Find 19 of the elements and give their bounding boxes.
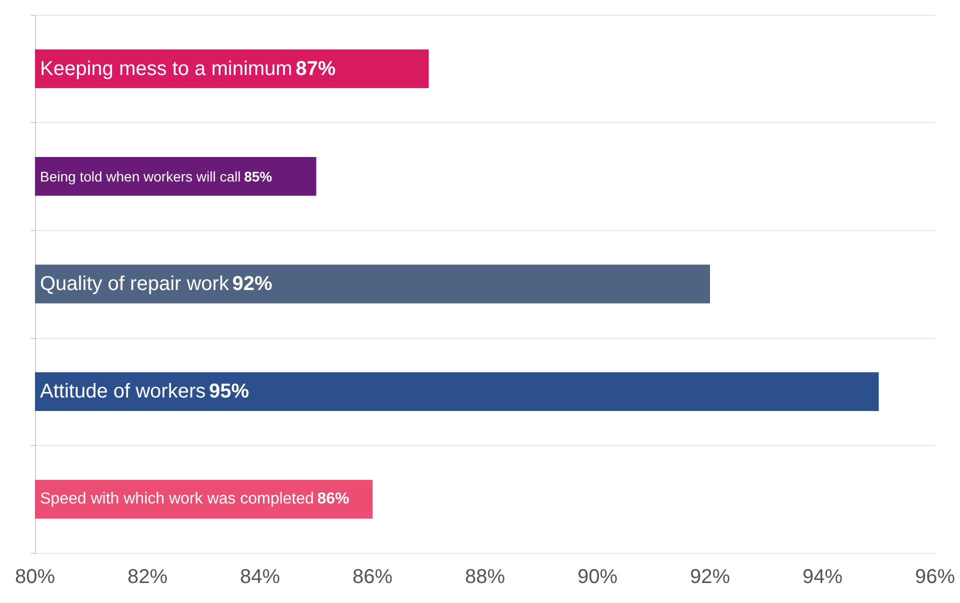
y-tick-label: Speed with which work was completed bbox=[40, 490, 314, 508]
data-label: 95% bbox=[208, 380, 250, 403]
x-tick-label: 86% bbox=[352, 566, 393, 588]
x-tick-label: 96% bbox=[914, 566, 956, 588]
y-tick-label: Attitude of workers bbox=[40, 380, 206, 403]
data-label: 92% bbox=[232, 273, 273, 295]
x-tick-label: 80% bbox=[14, 566, 56, 588]
data-label: 86% bbox=[317, 490, 350, 508]
data-label: 85% bbox=[244, 168, 273, 184]
x-tick-label: 90% bbox=[577, 566, 618, 588]
x-tick-label: 84% bbox=[240, 566, 280, 588]
x-tick-label: 94% bbox=[802, 566, 843, 588]
y-tick-label: Being told when workers will call bbox=[40, 168, 241, 184]
data-label: 87% bbox=[296, 58, 336, 80]
x-tick-label: 82% bbox=[127, 566, 168, 588]
y-tick-label: Keeping mess to a minimum bbox=[40, 58, 292, 80]
x-tick-label: 92% bbox=[690, 566, 730, 588]
y-tick-label: Quality of repair work bbox=[40, 273, 230, 295]
x-tick-label: 88% bbox=[464, 566, 506, 588]
